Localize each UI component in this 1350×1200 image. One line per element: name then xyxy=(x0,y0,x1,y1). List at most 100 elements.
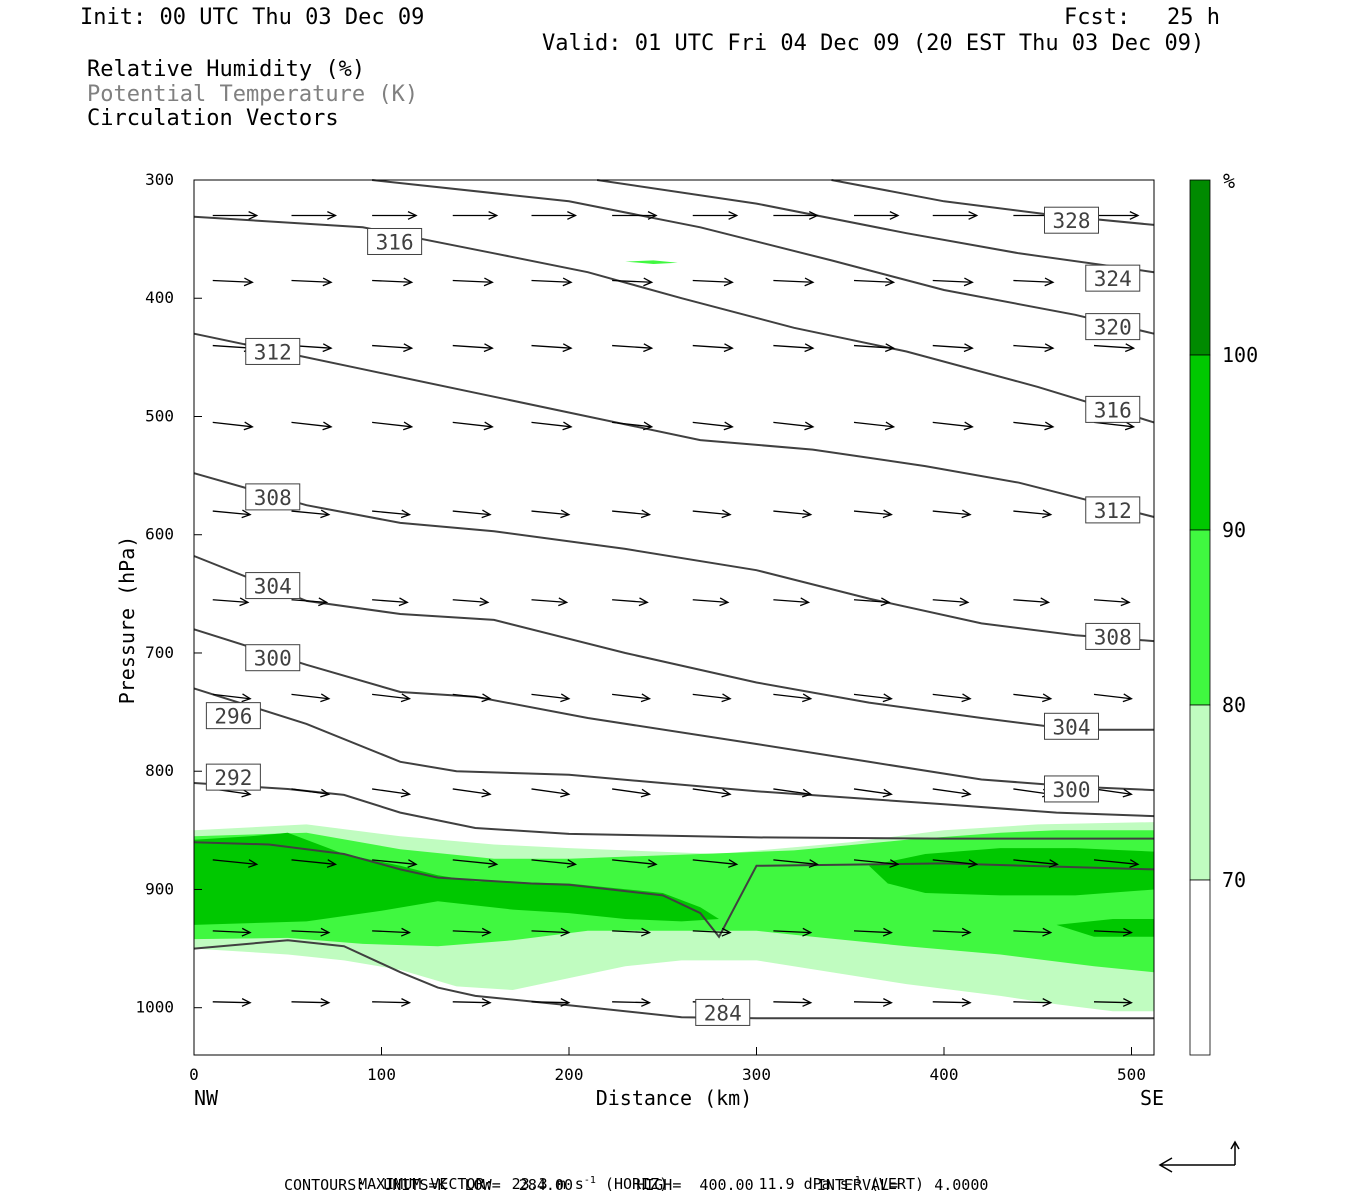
max-vert-value: 11.9 dPa s xyxy=(758,1175,849,1193)
vector-arrow xyxy=(372,859,418,868)
theta-label-text: 312 xyxy=(254,340,292,364)
theta-label-layer: 328 324 320 316 316 312 312 308 308 304 304 300 300 2… xyxy=(205,206,1141,1026)
x-left-endpoint: NW xyxy=(194,1086,219,1110)
vector-arrow xyxy=(1013,597,1051,607)
vector-arrow xyxy=(612,788,652,798)
vector-arrow xyxy=(773,998,813,1007)
vector-arrow xyxy=(1093,998,1133,1007)
vector-arrow xyxy=(291,509,331,519)
theta-label: 300 xyxy=(245,644,301,672)
colorbar-tick-label: 90 xyxy=(1222,518,1246,542)
vector-arrow xyxy=(452,343,494,353)
vector-arrow xyxy=(853,343,896,353)
theta-label-text: 320 xyxy=(1094,316,1132,340)
forecast-label: Fcst: xyxy=(1064,5,1131,30)
vector-arrow xyxy=(932,421,974,431)
max-horiz-exp: -1 xyxy=(583,1175,596,1186)
vector-arrow xyxy=(1093,788,1133,798)
max-horiz-value: 23.3 m s xyxy=(511,1175,584,1193)
theta-contour-304 xyxy=(193,555,1154,731)
theta-label-text: 304 xyxy=(254,575,292,599)
colorbar-swatch xyxy=(1189,529,1211,706)
vector-arrow xyxy=(1013,927,1053,937)
vector-arrow xyxy=(612,211,658,220)
vector-arrow xyxy=(612,421,654,431)
vector-arrow xyxy=(612,693,652,703)
vector-layer xyxy=(212,211,1140,1007)
vector-arrow xyxy=(531,693,571,703)
vector-arrow xyxy=(773,421,815,431)
vector-arrow xyxy=(932,277,974,287)
theta-contour-308 xyxy=(193,472,1155,643)
y-tick-label: 300 xyxy=(145,170,174,189)
x-tick-label: 400 xyxy=(930,1065,959,1084)
axis-layer: 0 100 200 300 400 500 300 400 500 600 700 800 900 100… xyxy=(135,170,1145,1084)
vector-arrow xyxy=(372,597,409,607)
vector-arrow xyxy=(1013,343,1055,353)
theta-label: 308 xyxy=(245,483,301,511)
y-axis-title: Pressure (hPa) xyxy=(115,536,139,705)
rh-region-90-5 xyxy=(503,884,541,893)
theta-label: 300 xyxy=(1044,775,1099,803)
theta-label-text: 296 xyxy=(214,705,252,729)
colorbar-tick-label: 80 xyxy=(1222,693,1246,717)
vector-arrow xyxy=(932,211,979,220)
theta-label: 328 xyxy=(1044,206,1099,234)
vector-arrow xyxy=(853,927,893,937)
vector-arrow xyxy=(1013,693,1053,703)
vector-arrow xyxy=(612,927,652,937)
vector-arrow xyxy=(692,211,739,220)
vector-arrow xyxy=(612,597,649,607)
legend-vectors: Circulation Vectors xyxy=(87,106,339,131)
vector-arrow xyxy=(212,597,250,607)
y-tick-label: 1000 xyxy=(135,998,174,1017)
vector-arrow xyxy=(291,859,338,868)
theta-label: 320 xyxy=(1085,313,1141,341)
theta-label: 304 xyxy=(245,572,301,600)
vector-arrow xyxy=(853,788,893,798)
theta-label-text: 284 xyxy=(704,1001,742,1025)
theta-label: 324 xyxy=(1085,264,1141,292)
vector-arrow xyxy=(291,998,331,1007)
vector-arrow xyxy=(773,277,815,287)
vector-arrow xyxy=(531,277,573,287)
vector-arrow xyxy=(1093,421,1136,431)
vector-arrow xyxy=(773,927,813,937)
vector-arrow xyxy=(692,597,730,607)
vector-arrow xyxy=(853,998,893,1007)
vector-arrow xyxy=(531,927,571,937)
theta-label-text: 312 xyxy=(1094,499,1132,523)
theta-label: 296 xyxy=(205,702,261,730)
vector-arrow xyxy=(452,788,492,798)
vector-arrow xyxy=(612,277,654,287)
colorbar-swatch xyxy=(1189,704,1211,881)
vector-arrow xyxy=(1093,693,1133,703)
plot-frame xyxy=(193,179,1155,1056)
vector-arrow xyxy=(212,277,254,287)
vector-arrow xyxy=(1093,597,1131,607)
theta-contour-320 xyxy=(371,179,1155,335)
theta-label: 312 xyxy=(1085,496,1141,524)
vector-arrow xyxy=(1093,927,1133,937)
vector-arrow xyxy=(531,597,569,607)
vector-arrow xyxy=(531,788,571,798)
x-tick-label: 500 xyxy=(1117,1065,1146,1084)
colorbar: 100 90 80 70 xyxy=(1189,179,1258,1056)
vector-arrow xyxy=(853,597,891,607)
theta-label: 316 xyxy=(1085,395,1141,423)
x-tick-label: 0 xyxy=(189,1065,199,1084)
theta-label: 304 xyxy=(1044,712,1099,740)
vector-arrow xyxy=(1013,998,1053,1007)
vector-arrow xyxy=(692,277,734,287)
vector-arrow xyxy=(452,998,492,1007)
theta-contour-296 xyxy=(193,687,1155,818)
vector-arrow xyxy=(773,859,819,868)
theta-contour-288 xyxy=(193,841,1155,939)
vector-arrow xyxy=(452,597,490,607)
rh-region-90-3 xyxy=(869,848,1154,896)
vector-arrow xyxy=(372,509,412,519)
theta-label-text: 300 xyxy=(1053,778,1091,802)
theta-label-text: 316 xyxy=(376,230,414,254)
theta-contour-284 xyxy=(193,939,1154,1020)
